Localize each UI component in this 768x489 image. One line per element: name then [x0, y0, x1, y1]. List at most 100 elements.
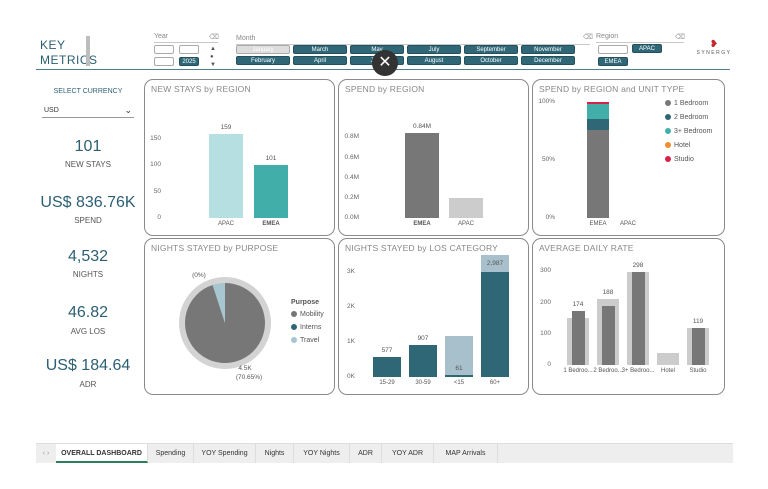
month-option-march[interactable]: March — [293, 45, 347, 54]
category-label: EMEA — [262, 221, 280, 227]
y-tick-label: 0.2M — [344, 193, 359, 201]
month-option-february[interactable]: February — [236, 56, 290, 65]
y-tick-label: 0K — [347, 373, 355, 380]
title-line-2: METRICS — [40, 53, 98, 67]
year-filter-label: Year — [154, 33, 169, 40]
bar-current — [373, 356, 401, 377]
category-label: APAC — [218, 221, 234, 227]
legend-item: 2 Bedroom — [665, 114, 708, 121]
month-eraser-icon[interactable]: ⌫ — [583, 34, 593, 41]
chevron-down-icon: ⌄ — [124, 105, 132, 115]
panel-new-stays-by-region[interactable]: NEW STAYS by REGION 0 50 100 150 159 APAC 101 E… — [144, 79, 335, 236]
data-label: 188 — [602, 289, 614, 297]
region-option-apac[interactable]: APAC — [632, 44, 662, 53]
year-option-2025[interactable]: 2025 — [179, 57, 199, 66]
panel-nights-by-los-category[interactable]: NIGHTS STAYED by LOS CATEGORY 0K 1K 2K 3K 57… — [338, 238, 529, 395]
legend-dot — [665, 156, 671, 163]
legend-dot — [291, 311, 297, 318]
region-option-blank[interactable] — [598, 45, 628, 54]
pie-label-zero: (0%) — [192, 272, 206, 279]
kpi-spend-value: US$ 836.76K — [40, 194, 136, 211]
y-tick-label: 0.4M — [344, 173, 359, 181]
data-label: 2,987 — [486, 260, 504, 268]
y-tick-label: 150 — [150, 134, 161, 142]
region-filter-label: Region — [596, 33, 619, 40]
bar-front — [602, 306, 615, 365]
data-label: 0.84M — [412, 123, 432, 131]
month-option-august[interactable]: August — [407, 56, 461, 65]
year-option-blank-2[interactable] — [179, 45, 199, 54]
currency-select[interactable]: USD ⌄ — [42, 105, 134, 118]
year-eraser-icon[interactable]: ⌫ — [209, 34, 219, 41]
legend-title: Purpose — [291, 299, 320, 306]
y-tick-label: 50% — [541, 156, 555, 163]
stack-studio — [587, 102, 609, 105]
category-label: Hotel — [660, 368, 675, 374]
year-scroll-arrows[interactable]: ▲ ● ▼ — [210, 46, 216, 68]
legend-dot — [665, 142, 671, 149]
year-option-blank-1[interactable] — [154, 45, 174, 54]
tab-spending[interactable]: Spending — [148, 444, 194, 463]
kpi-avg-los-label: AVG LOS — [70, 327, 106, 336]
category-label: EMEA — [413, 221, 431, 227]
region-option-emea[interactable]: EMEA — [598, 57, 628, 66]
region-filter-line — [596, 42, 684, 43]
month-option-december[interactable]: December — [521, 56, 575, 65]
panel-average-daily-rate[interactable]: AVERAGE DAILY RATE 0 100 200 300 174 1 Bedroo… — [532, 238, 725, 395]
bar-front — [632, 271, 645, 365]
kpi-nights-label: NIGHTS — [72, 270, 104, 279]
tab-yoy-adr[interactable]: YOY ADR — [382, 444, 434, 463]
month-option-september[interactable]: September — [464, 45, 518, 54]
stack-1-bedroom — [587, 129, 609, 218]
legend-label: 3+ Bedroom — [674, 128, 713, 135]
tab-yoy-nights[interactable]: YOY Nights — [294, 444, 350, 463]
month-option-november[interactable]: November — [521, 45, 575, 54]
region-eraser-icon[interactable]: ⌫ — [675, 34, 685, 41]
bar — [254, 164, 288, 218]
tab-adr[interactable]: ADR — [350, 444, 382, 463]
data-label: 159 — [220, 123, 232, 131]
month-option-january[interactable]: January — [236, 45, 290, 54]
panel-title: SPEND by REGION and UNIT TYPE — [539, 84, 685, 94]
y-tick-label: 200 — [540, 298, 551, 306]
tab-overall-dashboard[interactable]: OVERALL DASHBOARD — [56, 444, 148, 463]
month-option-july[interactable]: July — [407, 45, 461, 54]
logo-mark-icon: ❥ — [709, 39, 719, 50]
category-label: 30-59 — [415, 380, 431, 386]
data-label: 119 — [692, 317, 704, 325]
year-option-blank-3[interactable] — [154, 57, 174, 66]
tab-map-arrivals[interactable]: MAP Arrivals — [434, 444, 498, 463]
y-tick-label: 100% — [538, 98, 555, 105]
bar — [209, 133, 243, 218]
month-option-april[interactable]: April — [293, 56, 347, 65]
data-label: 577 — [381, 346, 393, 354]
bar-front — [572, 310, 585, 365]
panel-spend-by-region-unit-type[interactable]: SPEND by REGION and UNIT TYPE 0% 50% 100% E… — [532, 79, 725, 236]
legend-label: Interns — [300, 324, 322, 331]
panel-title: NIGHTS STAYED by LOS CATEGORY — [345, 243, 499, 253]
category-label: 2 Bedroo... — [593, 368, 623, 374]
panel-spend-by-region[interactable]: SPEND by REGION 0.0M 0.2M 0.4M 0.6M 0.8M 0.84… — [338, 79, 529, 236]
month-option-october[interactable]: October — [464, 56, 518, 65]
tab-yoy-spending[interactable]: YOY Spending — [194, 444, 256, 463]
tab-nav-arrows[interactable]: ‹ › — [42, 450, 50, 457]
kpi-avg-los-value: 46.82 — [67, 304, 109, 321]
y-tick-label: 3K — [347, 268, 355, 275]
y-tick-label: 300 — [540, 267, 551, 275]
close-button[interactable]: ✕ — [372, 50, 398, 76]
tab-nights[interactable]: Nights — [256, 444, 294, 463]
kpi-adr-label: ADR — [79, 380, 97, 389]
bar-front — [692, 327, 705, 365]
kpi-adr-value: US$ 184.64 — [45, 357, 131, 374]
page-title: KEY METRICS — [40, 38, 98, 68]
panel-nights-by-purpose[interactable]: NIGHTS STAYED by PURPOSE (0%) 4.5K (70.65%… — [144, 238, 335, 395]
y-tick-label: 0.8M — [344, 133, 359, 141]
legend-item: 3+ Bedroom — [665, 128, 712, 135]
legend-dot — [291, 337, 297, 344]
pie-slice-travel[interactable] — [212, 283, 225, 323]
legend-label: Mobility — [300, 311, 324, 318]
title-line-1: KEY — [40, 38, 66, 52]
data-label: 298 — [632, 261, 644, 269]
bar-current — [409, 345, 437, 377]
y-tick-label: 0 — [157, 214, 161, 221]
